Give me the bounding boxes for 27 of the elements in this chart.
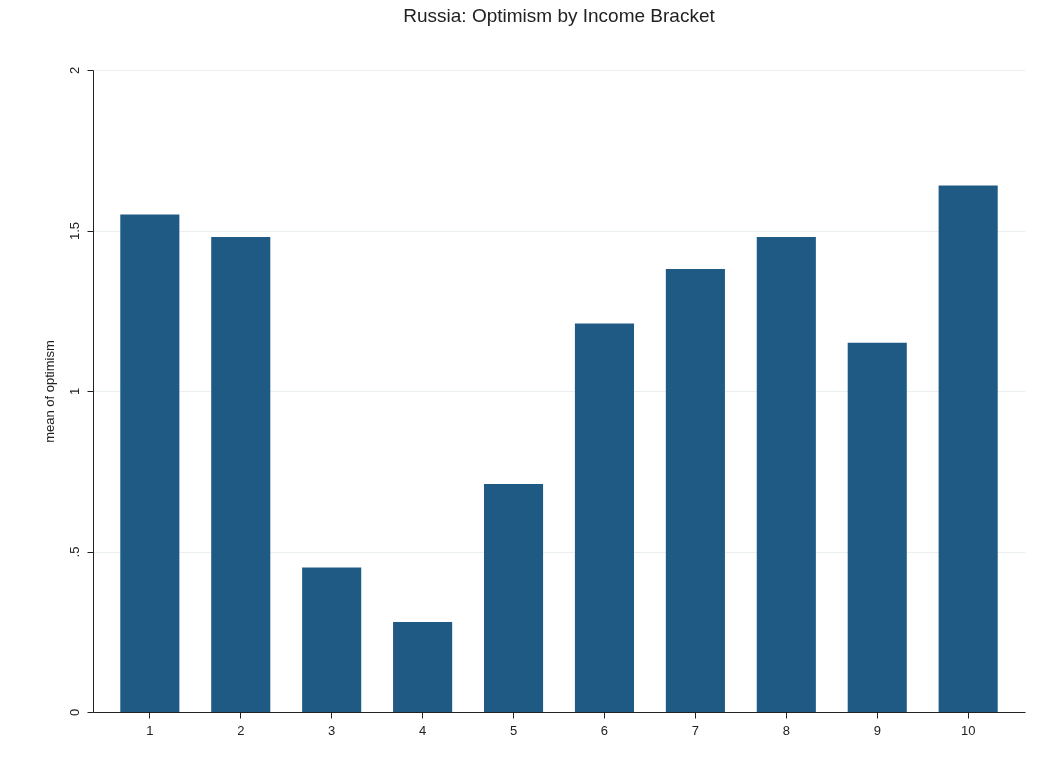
bar [393,622,453,712]
x-tick-label: 8 [782,722,790,738]
bar [574,323,635,712]
y-tick-label: 1.5 [66,221,82,241]
bar [211,236,271,712]
x-tick-label: 9 [873,722,881,738]
x-tick-label: 10 [960,722,976,738]
x-tick-label: 2 [237,722,245,738]
x-tick-label: 3 [328,722,336,738]
bar [665,269,725,712]
y-axis-title: mean of optimism [41,340,57,443]
bar [120,214,180,712]
y-tick-label: 0 [66,708,82,717]
bar [756,236,816,712]
y-tick-label: 1 [66,387,82,396]
x-tick-label: 4 [418,722,427,738]
bar [938,185,998,712]
bar [302,567,362,712]
x-tick-label: 5 [509,722,518,738]
x-tick-label: 6 [600,722,609,738]
x-tick-label: 7 [691,722,700,738]
chart-title: Russia: Optimism by Income Bracket [403,5,716,27]
y-tick-label: .5 [66,546,82,558]
bar [483,484,544,712]
bar [847,342,907,712]
y-tick-label: 2 [66,66,82,75]
x-tick-label: 1 [146,722,154,738]
